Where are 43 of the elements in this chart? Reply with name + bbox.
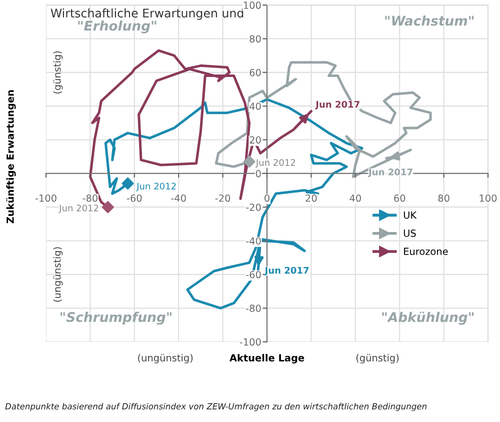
annotation: "Erholung" [78, 20, 156, 34]
x-tick-label: -20 [215, 194, 230, 202]
annotation: Jun 2017 [368, 168, 412, 178]
x-tick-label: 100 [480, 194, 497, 202]
y-tick-label: -40 [246, 237, 261, 245]
x-tick-label: -40 [171, 194, 186, 202]
y-tick-label: 40 [250, 102, 261, 110]
y-tick-label: 20 [250, 136, 261, 144]
chart-title: Wirtschaftliche Erwartungen und [50, 8, 244, 20]
annotation: Jun 2012 [255, 159, 295, 168]
annotation: Jun 2012 [58, 204, 98, 214]
x-tick-label: 0 [264, 194, 270, 202]
y-tick-label: -100 [240, 338, 261, 346]
x-tick-label: -60 [126, 194, 142, 202]
text: (ungünstig) [138, 354, 193, 364]
x-axis-title: Aktuelle Lage [229, 354, 304, 364]
y-tick-label: -80 [246, 304, 261, 312]
y-tick-label: 100 [244, 2, 261, 9]
annotation: (günstig) [53, 51, 63, 94]
text: Datenpunkte basierend auf Diffusionsindex von ZEW-Umfragen zu den wirtschaftlichen Bedingungen [5, 403, 427, 412]
annotation: Jun 2017 [315, 100, 360, 110]
y-tick-label: 80 [250, 35, 261, 43]
annotation: "Schrumpfung" [60, 312, 172, 325]
y-axis-title: Zukünftige Erwartungen [6, 90, 16, 224]
annotation: Jun 2017 [264, 266, 309, 276]
y-tick-label: -20 [246, 204, 261, 211]
x-tick-label: 20 [306, 194, 317, 202]
annotation: "Abkühlung" [382, 312, 474, 325]
annotation: "Wachstum" [385, 16, 474, 26]
annotation: (ungünstig) [53, 247, 63, 302]
legend-label: Eurozone [404, 248, 448, 256]
y-tick-label: 0 [256, 170, 261, 178]
x-tick-label: -100 [35, 194, 56, 202]
text: (günstig) [356, 354, 399, 364]
annotation: Jun 2012 [136, 182, 176, 192]
y-tick-label: 60 [250, 68, 261, 76]
x-tick-label: 40 [350, 194, 361, 202]
x-tick-label: 60 [394, 194, 406, 202]
x-tick-label: 80 [438, 194, 450, 202]
legend-label: UK [404, 211, 417, 219]
x-tick-label: -80 [82, 194, 98, 202]
y-tick-label: -60 [246, 270, 261, 278]
legend-label: US [404, 230, 416, 237]
